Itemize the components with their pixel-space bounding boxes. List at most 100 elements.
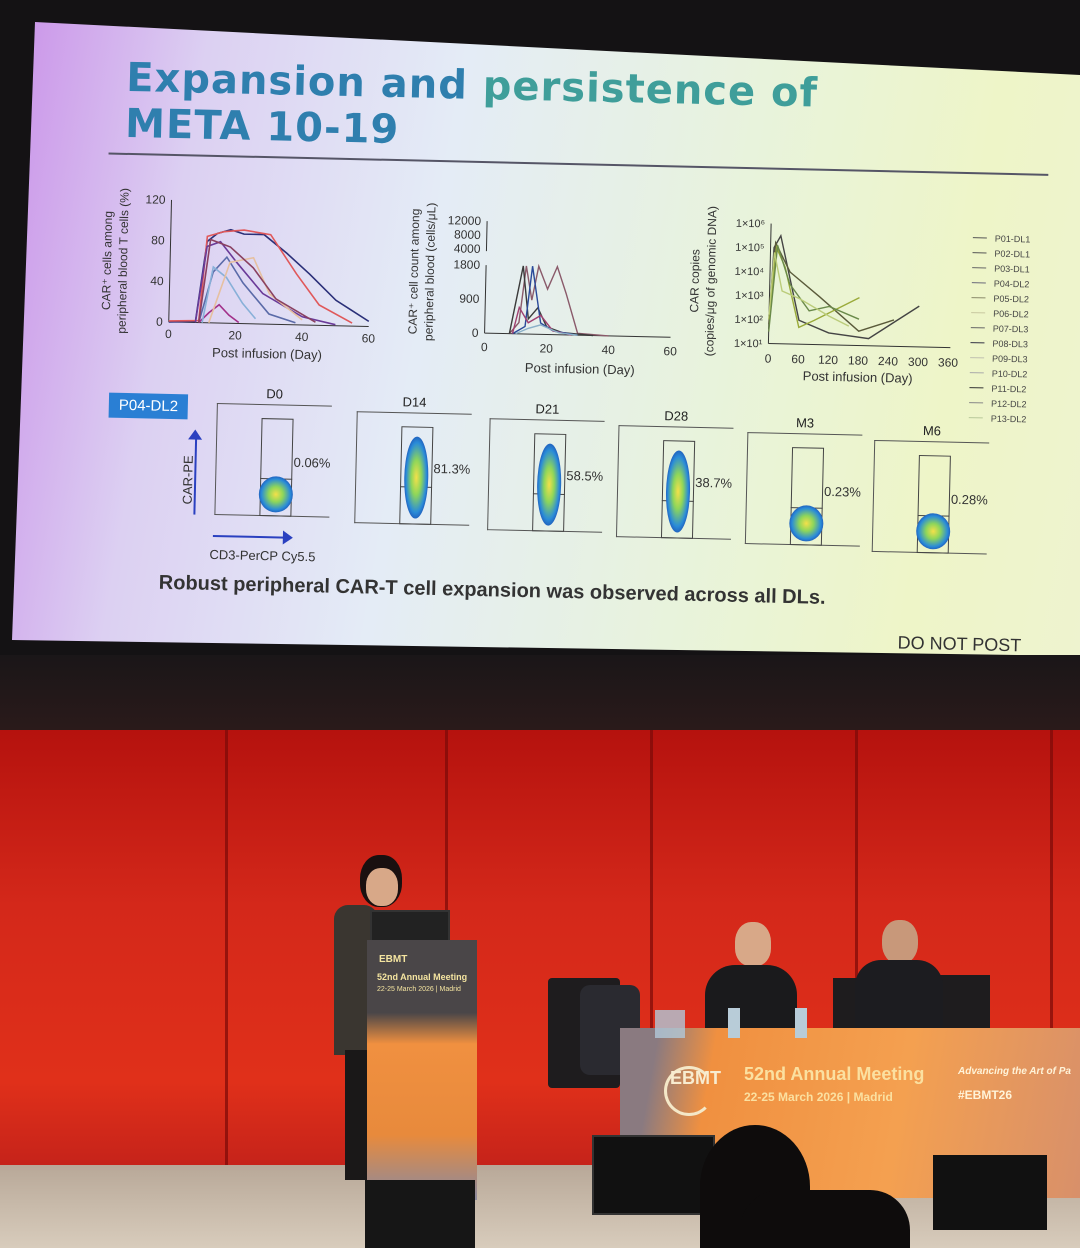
legend-label: P10-DL2 [991,368,1028,379]
podium-meeting: 52nd Annual Meeting [377,972,468,982]
y-tick-label: 0 [472,326,479,340]
y-tick-label: 0 [156,315,163,329]
stage-monitor [933,1155,1047,1230]
y-axis-label: CAR⁺ cell count among [406,208,423,334]
stage-monitor [592,1135,715,1215]
backdrop-seam [650,730,653,1170]
series-line [168,229,353,324]
legend-item: P09-DL3 [970,350,1028,366]
podium: EBMT 52nd Annual Meeting 22-25 March 202… [367,940,477,1200]
legend-label: P03-DL1 [994,263,1030,274]
arrow-head-icon [188,429,203,440]
x-axis-label: Post infusion (Day) [803,368,913,385]
chair [935,975,990,1035]
legend: P01-DL1 P02-DL1 P03-DL1 P04-DL2 P05-DL2 P06-D… [968,230,1031,426]
x-tick-label: 20 [539,341,553,355]
legend-swatch [971,311,986,314]
conclusion: Robust peripheral CAR-T cell expansion w… [158,571,826,609]
banner-city: Madrid [853,1090,893,1104]
flow-y-label: CAR-PE [179,455,196,505]
y-axis-label: peripheral blood (cells/μL) [421,203,438,342]
series-line [768,233,920,340]
x-tick-label: 120 [818,353,839,367]
legend-swatch [968,416,983,419]
backdrop-seam [855,730,858,1170]
x-axis-label: Post infusion (Day) [525,360,635,377]
y-tick-label: 12000 [448,213,482,228]
slide-content: Expansion and persistence of META 10-19 … [99,55,1049,656]
laptop [370,910,450,942]
projection-screen: Expansion and persistence of META 10-19 … [12,22,1080,656]
series-line [508,263,609,337]
y-axis [484,265,487,334]
x-tick-label: 60 [791,352,805,366]
y-axis-upper [485,221,488,252]
flow-plot-m3: M3 0.23% [744,415,863,554]
panelist-head [882,920,918,964]
patient-tag: P04-DL2 [108,392,189,420]
series-line [201,265,257,323]
y-axis-label: (copies/μg of genomic DNA) [702,206,719,357]
flow-plot-d0: D0 0.06% [214,386,332,525]
water-bottle [795,1008,807,1038]
legend-swatch [970,341,985,344]
legend-item: P08-DL3 [970,335,1028,351]
x-tick-label: 0 [481,340,488,354]
y-tick-label: 80 [151,233,165,247]
series-line [515,324,578,336]
legend-label: P06-DL2 [993,308,1029,319]
flow-day-label: D14 [402,394,427,410]
y-tick-label: 8000 [454,227,481,242]
banner-tagline: Advancing the Art of Pa [958,1066,1071,1077]
y-tick-label: 1800 [453,257,480,272]
water-bottle [728,1008,740,1038]
banner-logo: EBMT [670,1068,721,1088]
legend-label: P09-DL3 [992,353,1028,364]
legend-swatch [969,401,984,404]
legend-swatch [969,386,984,389]
flow-plot-m6: M6 0.28% [871,423,990,562]
watermark: DO NOT POST [897,632,1022,656]
flow-percentage: 0.06% [293,454,331,471]
x-tick-label: 300 [908,355,929,369]
flow-day-label: M6 [922,423,942,439]
x-tick-label: 240 [878,354,899,368]
y-axis-label: CAR⁺ cells among [99,211,115,310]
x-arrow-icon [212,534,285,539]
stage-monitor [365,1180,475,1248]
legend-swatch [971,281,986,284]
podium-logo: EBMT [379,954,408,965]
flow-day-label: D28 [664,408,689,424]
legend-label: P07-DL3 [992,323,1029,334]
legend-swatch [970,326,985,329]
legend-label: P11-DL2 [991,383,1027,394]
legend-item: P11-DL2 [969,380,1027,396]
x-tick-label: 0 [765,351,772,365]
legend-label: P01-DL1 [994,233,1031,244]
legend-label: P05-DL2 [993,293,1030,304]
podium-city: Madrid [439,986,461,993]
panelist-head [735,922,771,966]
flow-percentage: 0.28% [950,491,988,508]
legend-label: P13-DL2 [990,413,1027,424]
legend-swatch [969,371,984,374]
flow-day-label: D0 [266,386,284,402]
legend-item: P05-DL2 [971,290,1029,306]
y-tick-label: 1×10³ [735,290,764,303]
podium-dates: 22-25 March 2026 [377,986,434,993]
legend-item: P04-DL2 [971,275,1030,291]
x-tick-label: 360 [938,355,959,369]
x-tick-label: 20 [228,328,242,342]
y-tick-label: 40 [150,274,164,288]
legend-label: P04-DL2 [993,278,1030,289]
legend-item: P02-DL1 [972,245,1030,261]
legend-item: P01-DL1 [972,230,1031,246]
ceiling-band [0,655,1080,730]
x-tick-label: 40 [601,343,615,357]
x-axis [768,343,951,349]
legend-label: P02-DL1 [994,248,1031,259]
x-tick-label: 40 [295,330,309,344]
legend-item: P10-DL2 [969,365,1028,381]
legend-label: P12-DL2 [990,398,1027,409]
